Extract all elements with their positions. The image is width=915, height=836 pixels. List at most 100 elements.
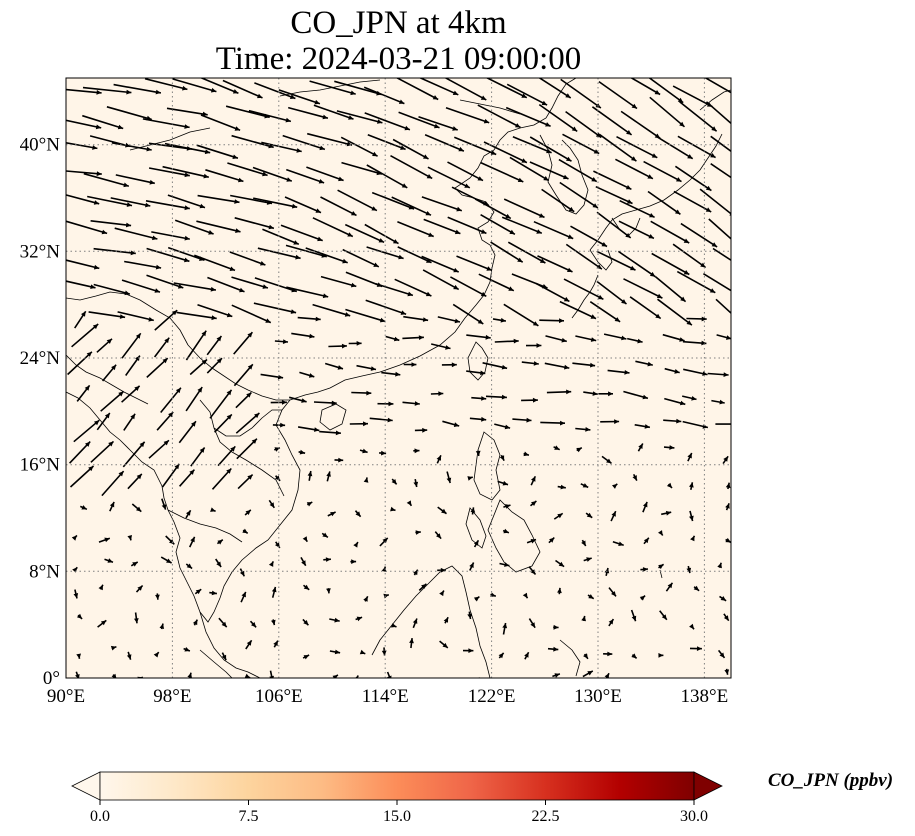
lon-tick-label: 98°E [153,686,191,707]
wind-vector-head [220,681,225,687]
wind-vector [337,189,378,212]
wind-vector-head [93,264,100,270]
wind-vector-head [632,475,637,481]
wind-vector-head [595,132,602,138]
wind-vector [366,164,408,189]
wind-vector-head [254,413,260,419]
wind-vector-head [317,236,323,242]
wind-vector-head [690,535,695,542]
wind-vector-head [154,288,160,293]
wind-vector-head [412,618,418,624]
wind-vector-head [269,675,274,678]
wind-vector-head [169,539,175,545]
lat-tick-labels: 0° 8°N 16°N 24°N 32°N 40°N [20,135,61,689]
wind-vector-head [71,535,77,541]
wind-vector-head [517,177,524,182]
wind-vector-head [81,505,87,510]
wind-vector-head [720,596,727,601]
wind-vector [173,282,217,291]
wind-vector-head [642,394,648,400]
wind-vector-head [391,479,397,485]
wind-vector [619,199,655,219]
wind-vector-head [216,358,222,364]
wind-vector-head [533,361,539,366]
wind-vector-head [736,422,741,427]
wind-vector [562,133,600,155]
wind-vector [286,168,325,184]
wind-vector [396,78,439,101]
wind-vector-head [633,681,638,686]
wind-vector-head [315,316,321,322]
wind-vector-head [229,266,235,271]
wind-vector [629,78,661,96]
wind-vector-head [246,640,252,646]
wind-vector-head [467,613,473,619]
wind-vector-head [725,503,730,509]
wind-vector [434,681,443,687]
wind-vector-head [338,457,344,463]
wind-vector-head [740,265,746,270]
wind-vector-head [702,424,708,429]
wind-vector [334,80,382,96]
wind-vector [253,197,298,208]
wind-vector-head [568,206,575,212]
wind-vector-head [532,321,539,326]
wind-vector-head [631,156,637,162]
wind-vector-head [109,501,115,508]
wind-vector-head [289,94,296,99]
wind-vector-head [647,361,653,367]
wind-vector-head [351,559,357,564]
wind-vector [672,85,713,108]
wind-vector-head [621,335,627,341]
wind-vector-head [342,258,348,264]
wind-vector-head [426,174,433,179]
wind-vector-head [536,229,542,234]
wind-vector-head [454,318,460,324]
wind-vector-head [406,500,412,506]
wind-vector-head [100,620,107,626]
wind-vector-head [608,619,614,625]
wind-vector-head [363,477,369,483]
wind-vector-head [387,417,393,423]
wind-vector-head [217,539,223,545]
wind-vector-head [503,528,509,534]
wind-vector-head [683,270,690,275]
wind-vector-head [268,561,274,567]
wind-vector-head [221,621,227,628]
wind-vector-head [637,338,643,344]
wind-vector-head [145,202,151,208]
wind-vector-head [644,424,650,429]
wind-vector-head [230,446,236,452]
wind-vector-head [480,370,486,376]
wind-vector-head [391,623,397,628]
wind-vector-head [571,126,578,132]
wind-vector-head [413,569,418,576]
wind-vector [142,118,190,129]
wind-vector-head [184,257,190,263]
wind-vector [598,133,637,162]
wind-vector-head [531,476,536,482]
wind-vector-head [441,508,447,514]
lon-tick-labels: 90°E 98°E 106°E 114°E 122°E 130°E 138°E [47,686,728,707]
wind-vector [501,216,543,235]
wind-vector [596,280,627,305]
wind-vector-head [428,232,434,237]
wind-vector [66,220,108,235]
wind-vector-head [612,483,618,489]
wind-vector-head [639,595,646,601]
wind-vector-head [95,124,102,130]
wind-vector [367,134,406,151]
wind-vector [419,78,459,96]
wind-vector-head [354,675,359,678]
wind-vector-head [306,502,313,507]
wind-vector [345,308,386,323]
wind-vector-head [110,645,117,651]
wind-vector-head [166,558,172,563]
wind-vector-head [130,250,136,256]
wind-vector [648,78,684,104]
wind-vector-head [366,390,372,396]
wind-vector-head [607,651,613,657]
wind-vector-head [717,562,722,569]
wind-vector-head [108,441,114,447]
wind-vector [673,190,712,213]
